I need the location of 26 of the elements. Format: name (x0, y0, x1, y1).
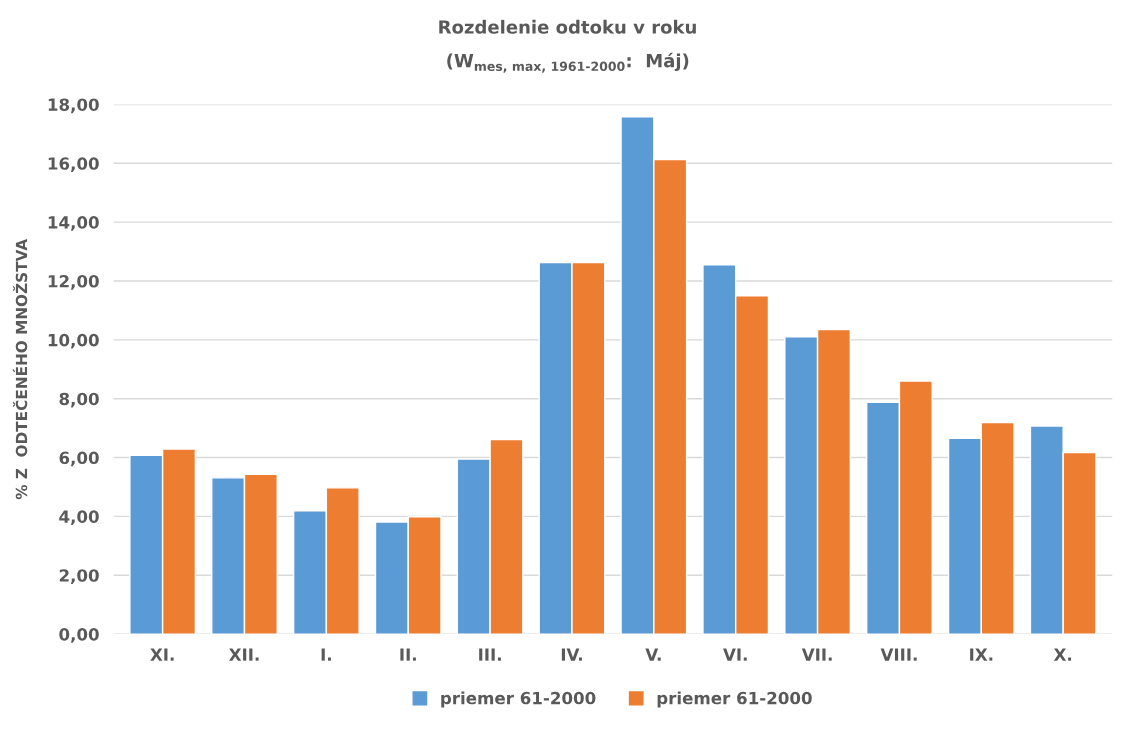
y-tick-label: 8,00 (59, 392, 99, 408)
x-tick-label: X. (1053, 648, 1072, 661)
x-tick-label: V. (645, 648, 661, 661)
x-tick-label: II. (400, 648, 416, 661)
x-tick-label: VII. (801, 648, 832, 661)
y-tick-label: 14,00 (48, 216, 99, 231)
y-tick-label: 18,00 (48, 98, 99, 114)
y-tick-label: 6,00 (59, 451, 99, 467)
y-axis-title: % Z ODTEČENÉHO MNOŽSTVA (12, 238, 28, 500)
chart-title: Rozdelenie odtoku v roku (439, 19, 696, 34)
x-tick-label: IX. (970, 648, 993, 661)
y-tick-label: 10,00 (48, 333, 99, 349)
y-tick-label: 2,00 (59, 569, 99, 584)
legend-label: priemer 61-2000 (441, 691, 596, 708)
y-tick-label: 16,00 (48, 157, 99, 172)
y-tick-label: 4,00 (59, 510, 99, 526)
x-tick-label: IV. (561, 648, 582, 661)
legend-label: priemer 61-2000 (657, 691, 812, 708)
x-tick-label: XII. (229, 648, 259, 661)
x-tick-label: VIII. (880, 648, 917, 661)
x-tick-label: XI. (150, 648, 174, 661)
y-tick-label: 0,00 (59, 628, 99, 643)
x-tick-label: III. (479, 648, 501, 661)
x-tick-label: I. (321, 648, 331, 661)
x-tick-label: VI. (723, 648, 747, 661)
y-tick-label: 12,00 (48, 274, 99, 290)
